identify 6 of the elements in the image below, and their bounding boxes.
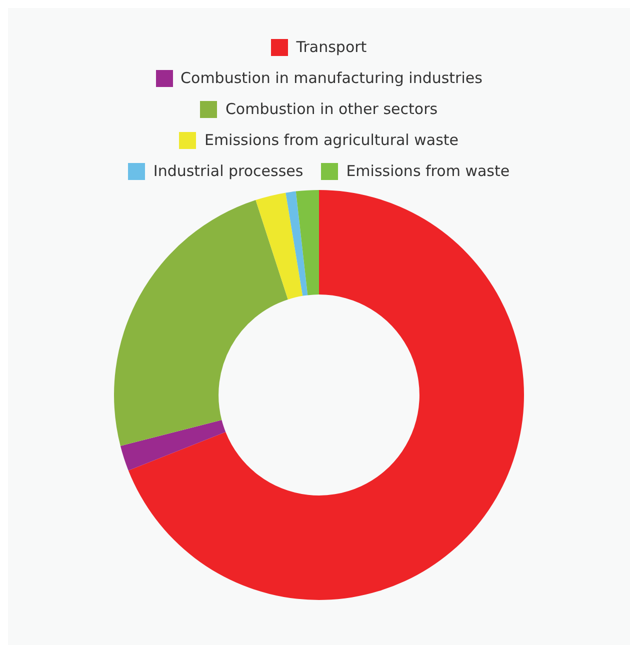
legend-label: Emissions from waste (346, 162, 510, 180)
legend-label: Transport (296, 38, 367, 56)
legend-label: Industrial processes (153, 162, 304, 180)
legend-label: Combustion in other sectors (225, 100, 438, 118)
legend-label: Combustion in manufacturing industries (180, 69, 482, 87)
legend-label: Emissions from agricultural waste (204, 131, 459, 149)
